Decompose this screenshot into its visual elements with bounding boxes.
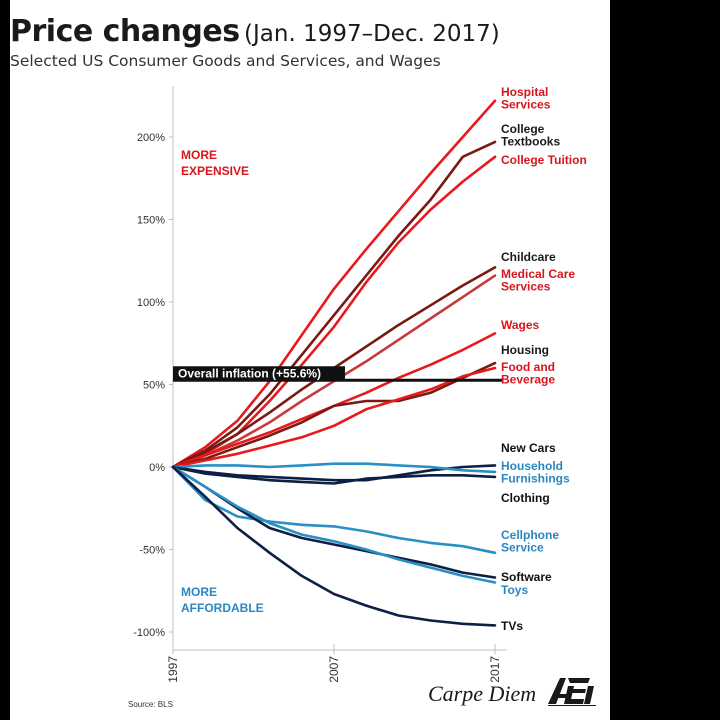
series-line-hospital-services — [171, 99, 497, 469]
series-label-new-cars: New Cars — [501, 441, 556, 455]
series-line-clothing — [171, 465, 497, 485]
series-label-college-textbooks: Textbooks — [501, 135, 560, 149]
series-line-tvs — [171, 465, 497, 627]
more-affordable-annotation: AFFORDABLE — [181, 601, 264, 615]
y-tick-label: -100% — [133, 627, 165, 639]
series-label-cellphone-service: Cellphone — [501, 528, 559, 542]
series-label-wages: Wages — [501, 318, 540, 332]
series-label-tvs: TVs — [501, 619, 523, 633]
series-line-toys — [171, 465, 497, 584]
series-label-toys: Toys — [501, 583, 528, 597]
series-label-food-and-beverage: Beverage — [501, 373, 555, 387]
series-label-medical-care-services: Medical Care — [501, 267, 575, 281]
brand-carpe-diem: Carpe Diem — [428, 681, 537, 706]
line-chart: 200% 150% 100% 50% 0% -50% -100% 1997 2007 2017 Ov… — [133, 85, 587, 683]
series-label-household-furnishings: Household — [501, 459, 563, 473]
series-line-college-textbooks — [171, 140, 497, 469]
more-affordable-annotation: MORE — [181, 585, 217, 599]
y-tick-label: 100% — [137, 297, 165, 309]
chart-title: Price changes (Jan. 1997–Dec. 2017) — [10, 14, 610, 49]
series-label-college-textbooks: College — [501, 122, 545, 136]
series-label-food-and-beverage: Food and — [501, 360, 555, 374]
series-label-household-furnishings: Furnishings — [501, 472, 570, 486]
more-expensive-annotation: EXPENSIVE — [181, 164, 249, 178]
aei-logo — [548, 678, 596, 706]
y-tick-label: 50% — [143, 380, 165, 392]
series-line-college-tuition — [171, 155, 497, 469]
series-line-household-furnishings — [171, 462, 497, 474]
y-tick-label: 200% — [137, 132, 165, 144]
series-label-medical-care-services: Services — [501, 280, 551, 294]
inflation-label-box — [173, 366, 345, 381]
series-label-hospital-services: Services — [501, 98, 551, 112]
more-expensive-annotation: MORE — [181, 148, 217, 162]
series-line-food-and-beverage — [171, 366, 497, 469]
series-label-housing: Housing — [501, 343, 549, 357]
chart-subtitle: Selected US Consumer Goods and Services,… — [10, 52, 441, 70]
series-label-clothing: Clothing — [501, 491, 550, 505]
title-date-range: (Jan. 1997–Dec. 2017) — [244, 21, 500, 47]
series-label-college-tuition: College Tuition — [501, 153, 587, 167]
series-label-cellphone-service: Service — [501, 541, 544, 555]
inflation-label: Overall inflation (+55.6%) — [178, 366, 321, 380]
title-main: Price changes — [10, 14, 240, 49]
chart-card: Price changes (Jan. 1997–Dec. 2017) Sele… — [10, 0, 610, 720]
x-tick-label: 2007 — [327, 656, 341, 683]
y-tick-label: 150% — [137, 215, 165, 227]
y-tick-label: 0% — [149, 462, 165, 474]
y-tick-label: -50% — [139, 545, 165, 557]
source-note: Source: BLS — [128, 700, 173, 709]
series-label-childcare: Childcare — [501, 250, 556, 264]
series-label-hospital-services: Hospital — [501, 85, 548, 99]
series-line-cellphone-service — [171, 465, 497, 555]
x-tick-label: 1997 — [166, 656, 180, 683]
series-line-housing — [171, 361, 497, 469]
series-label-software: Software — [501, 570, 552, 584]
x-tick-label: 2017 — [488, 656, 502, 683]
